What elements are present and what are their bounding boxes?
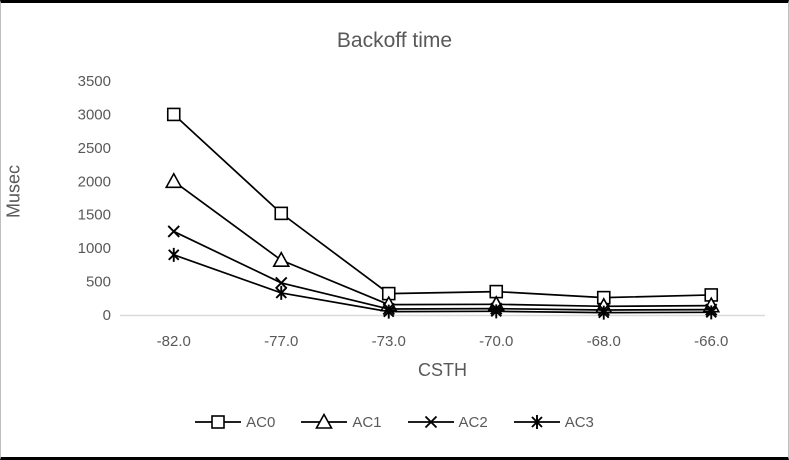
y-tick-label: 0 xyxy=(103,307,111,324)
legend: AC0 AC1 AC2 AC3 xyxy=(1,413,788,431)
asterisk-marker-icon xyxy=(705,305,717,320)
y-tick-label: 3500 xyxy=(78,73,111,90)
x-tick-label: -66.0 xyxy=(694,333,728,350)
asterisk-marker-icon xyxy=(383,304,395,319)
square-marker-icon xyxy=(274,206,289,221)
plot-area: 0 500 1000 1500 2000 2500 3000 3500 -82.0 -77.0 -7… xyxy=(78,73,765,350)
x-tick-label: -70.0 xyxy=(479,333,513,350)
triangle-marker-icon xyxy=(315,413,334,429)
legend-label: AC3 xyxy=(564,413,594,431)
y-tick-label: 3000 xyxy=(78,106,111,123)
square-marker-icon xyxy=(166,107,181,122)
x-tick-label: -68.0 xyxy=(587,333,621,350)
x-marker-icon xyxy=(424,415,437,429)
triangle-marker-icon xyxy=(164,172,183,189)
legend-item-ac2: AC2 xyxy=(407,413,488,431)
y-tick-label: 500 xyxy=(86,274,111,291)
series-ac1 xyxy=(164,172,721,314)
legend-swatch xyxy=(407,415,454,429)
series-line xyxy=(173,230,712,311)
asterisk-marker-icon xyxy=(531,415,543,429)
legend-label: AC1 xyxy=(352,413,382,431)
series-ac0 xyxy=(166,107,719,305)
legend-label: AC2 xyxy=(458,413,488,431)
legend-item-ac1: AC1 xyxy=(301,413,382,431)
x-marker-icon xyxy=(275,276,288,290)
y-tick-label: 2500 xyxy=(78,140,111,157)
y-tick-label: 1500 xyxy=(78,207,111,224)
asterisk-marker-icon xyxy=(275,285,287,300)
legend-label: AC0 xyxy=(246,413,276,431)
x-tick-label: -82.0 xyxy=(157,333,191,350)
triangle-marker-icon xyxy=(272,251,291,267)
y-tick-label: 1000 xyxy=(78,240,111,257)
series-line xyxy=(173,254,712,314)
series-ac2 xyxy=(167,225,718,317)
x-tick-label: -77.0 xyxy=(264,333,298,350)
asterisk-marker-icon xyxy=(490,304,502,319)
series-ac3 xyxy=(168,247,717,320)
x-marker-icon xyxy=(167,225,180,238)
asterisk-marker-icon xyxy=(168,247,180,262)
chart-title: Backoff time xyxy=(336,29,453,52)
y-tick-label: 2000 xyxy=(78,173,111,190)
series-line xyxy=(173,180,712,308)
legend-swatch xyxy=(301,413,348,429)
legend-swatch xyxy=(513,415,560,429)
x-axis-title: CSTH xyxy=(418,360,467,380)
x-tick-label: -73.0 xyxy=(372,333,406,350)
legend-item-ac3: AC3 xyxy=(513,413,594,431)
legend-item-ac0: AC0 xyxy=(195,413,275,431)
legend-swatch xyxy=(195,415,242,429)
series-line xyxy=(173,113,712,299)
square-marker-icon xyxy=(211,415,225,429)
asterisk-marker-icon xyxy=(598,305,610,320)
